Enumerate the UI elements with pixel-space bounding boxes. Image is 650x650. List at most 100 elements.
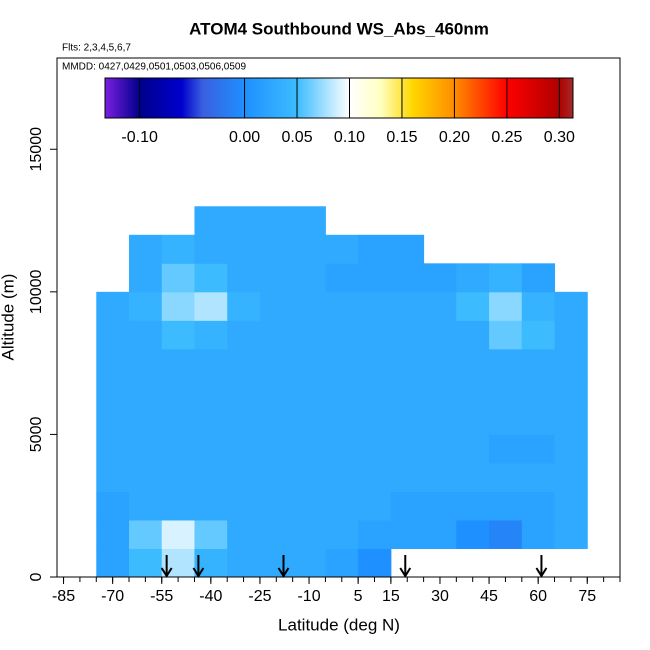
heat-cell bbox=[292, 491, 326, 521]
heat-cell bbox=[161, 377, 195, 407]
heat-cell bbox=[456, 405, 490, 435]
heat-cell bbox=[521, 519, 556, 549]
heat-cell bbox=[358, 405, 392, 435]
heat-cell bbox=[194, 491, 228, 521]
heat-cell bbox=[227, 519, 261, 549]
heat-cell bbox=[227, 291, 261, 321]
heat-cell bbox=[161, 348, 195, 378]
heat-cell bbox=[325, 405, 359, 435]
heat-cell bbox=[292, 291, 326, 321]
x-tick-label: -10 bbox=[297, 588, 320, 605]
heat-cell bbox=[390, 234, 425, 264]
arrow-head bbox=[399, 567, 412, 578]
heat-cell bbox=[194, 434, 228, 464]
heat-cell bbox=[292, 519, 326, 549]
heat-cell bbox=[227, 491, 261, 521]
colorbar-tick-label: -0.10 bbox=[121, 129, 158, 146]
heat-cell bbox=[325, 377, 359, 407]
heat-cell bbox=[390, 519, 425, 549]
heat-cell bbox=[489, 519, 523, 549]
y-tick-label: 15000 bbox=[28, 127, 45, 172]
heat-cell bbox=[161, 519, 195, 549]
heat-cell bbox=[292, 320, 326, 350]
heat-cell bbox=[227, 263, 261, 293]
heat-cell bbox=[358, 263, 392, 293]
heat-cell bbox=[358, 234, 392, 264]
heat-cell bbox=[521, 405, 556, 435]
heat-cell bbox=[489, 291, 523, 321]
x-tick-label: -85 bbox=[52, 588, 75, 605]
heat-cell bbox=[129, 434, 163, 464]
heat-cell bbox=[161, 434, 195, 464]
heat-cell bbox=[129, 462, 163, 492]
heat-cell bbox=[161, 320, 195, 350]
heat-cell bbox=[423, 519, 457, 549]
heat-cell bbox=[489, 320, 523, 350]
heat-cell bbox=[96, 405, 130, 435]
colorbar-tick-label: 0.15 bbox=[386, 129, 417, 146]
x-tick-label: -70 bbox=[101, 588, 124, 605]
heat-cell bbox=[227, 434, 261, 464]
heat-cell bbox=[227, 206, 261, 236]
heat-cell bbox=[129, 519, 163, 549]
heat-cell bbox=[390, 263, 425, 293]
heat-cell bbox=[259, 377, 294, 407]
x-tick-label: 45 bbox=[480, 588, 498, 605]
heat-cell bbox=[161, 234, 195, 264]
heat-cell bbox=[554, 462, 588, 492]
heat-cell bbox=[129, 548, 163, 578]
heat-cell bbox=[96, 491, 130, 521]
heat-cell bbox=[489, 377, 523, 407]
heat-cell bbox=[129, 491, 163, 521]
heat-cell bbox=[194, 206, 228, 236]
heat-cell bbox=[456, 320, 490, 350]
heat-cell bbox=[259, 320, 294, 350]
heat-cell bbox=[489, 434, 523, 464]
heat-cell bbox=[129, 263, 163, 293]
arrow-head bbox=[192, 567, 205, 578]
heat-cell bbox=[194, 462, 228, 492]
heat-cell bbox=[194, 348, 228, 378]
x-tick-label: -40 bbox=[199, 588, 222, 605]
heat-cell bbox=[292, 206, 326, 236]
heat-cell bbox=[194, 234, 228, 264]
heat-cell bbox=[96, 348, 130, 378]
heat-cell bbox=[96, 462, 130, 492]
heat-cell bbox=[325, 462, 359, 492]
colorbar bbox=[104, 77, 574, 119]
heat-cell bbox=[521, 263, 556, 293]
heat-cell bbox=[358, 320, 392, 350]
heat-cell bbox=[489, 462, 523, 492]
heat-cell bbox=[456, 519, 490, 549]
heat-cell bbox=[129, 348, 163, 378]
heat-cell bbox=[358, 462, 392, 492]
heat-cell bbox=[325, 348, 359, 378]
heat-cell bbox=[489, 263, 523, 293]
arrow-head bbox=[160, 567, 173, 578]
heat-cell bbox=[521, 491, 556, 521]
heat-cell bbox=[96, 291, 130, 321]
y-tick-label: 10000 bbox=[28, 269, 45, 314]
colorbar-tick-label: 0.10 bbox=[334, 129, 365, 146]
heat-cell bbox=[521, 377, 556, 407]
heat-cell bbox=[456, 377, 490, 407]
heat-cell bbox=[456, 491, 490, 521]
x-tick-label: 5 bbox=[354, 588, 363, 605]
heat-cell bbox=[259, 348, 294, 378]
heat-cell bbox=[325, 548, 359, 578]
x-tick-label: 30 bbox=[431, 588, 449, 605]
flight-arrow bbox=[399, 555, 412, 578]
heat-cell bbox=[423, 491, 457, 521]
y-tick-label: 5000 bbox=[28, 417, 45, 453]
heat-cell bbox=[325, 291, 359, 321]
y-tick-label: 0 bbox=[28, 572, 45, 581]
heat-cell bbox=[358, 519, 392, 549]
heat-cell bbox=[554, 491, 588, 521]
heat-cell bbox=[456, 291, 490, 321]
colorbar-tick-label: 0.00 bbox=[229, 129, 260, 146]
heat-cell bbox=[325, 434, 359, 464]
heat-cell bbox=[292, 405, 326, 435]
heat-cell bbox=[423, 462, 457, 492]
heat-cell bbox=[325, 234, 359, 264]
